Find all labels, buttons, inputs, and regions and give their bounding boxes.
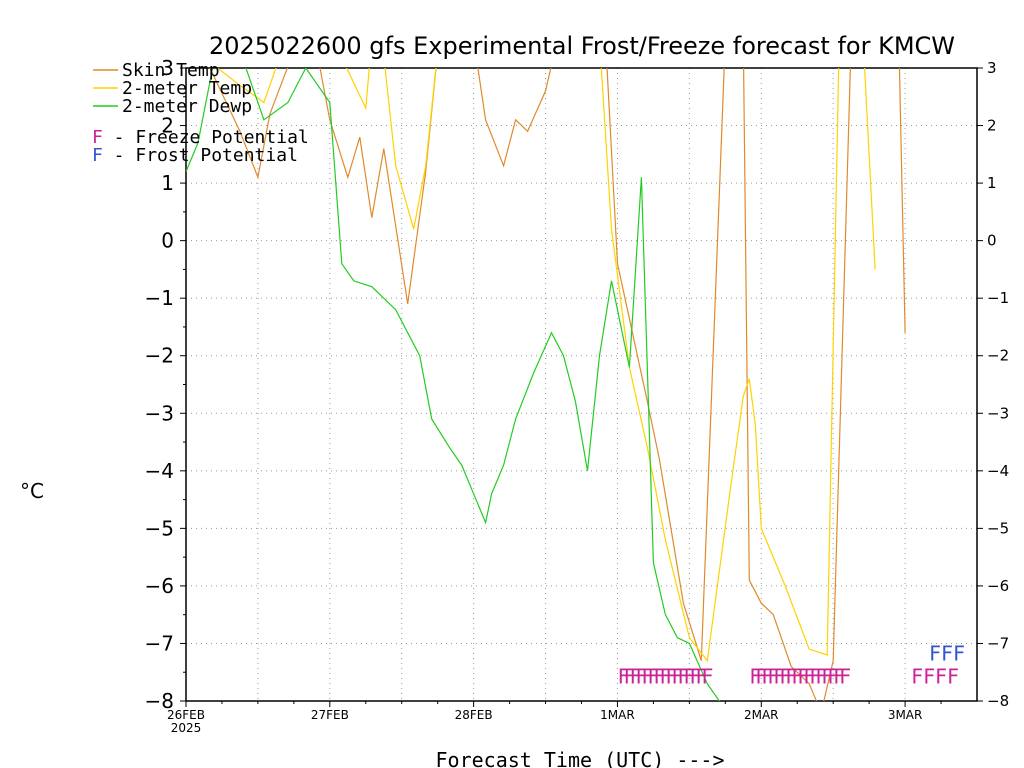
freeze-marker: F <box>785 665 797 689</box>
series-line-skin-temp <box>209 68 906 701</box>
freeze-marker: F <box>827 665 839 689</box>
plot-frame <box>185 67 978 702</box>
freeze-marker: F <box>617 665 629 689</box>
freeze-marker: F <box>833 665 845 689</box>
y-tick-label-right: 0 <box>987 232 997 250</box>
freeze-marker: F <box>761 665 773 689</box>
freeze-marker: F <box>677 665 689 689</box>
y-tick-label: 1 <box>161 171 174 195</box>
potential-legend-glyph: F <box>92 127 103 148</box>
potential-legend-1: F - Frost Potential <box>92 145 298 166</box>
chart-title: 2025022600 gfs Experimental Frost/Freeze… <box>209 32 955 60</box>
freeze-marker: F <box>791 665 803 689</box>
freeze-marker: F <box>689 665 701 689</box>
potential-legend-0: F - Freeze Potential <box>92 127 309 148</box>
freeze-marker: F <box>767 665 779 689</box>
freeze-marker: F <box>797 665 809 689</box>
potential-legend-glyph: F <box>92 145 103 166</box>
y-tick-label: −4 <box>145 459 174 483</box>
y-axis-label: °C <box>20 479 44 503</box>
x-tick-label: 27FEB <box>311 708 349 722</box>
grid-lines <box>186 68 977 701</box>
y-tick-label: −5 <box>145 516 174 540</box>
freeze-marker: F <box>653 665 665 689</box>
x-tick-label: 2MAR <box>744 708 779 722</box>
freeze-marker: F <box>623 665 635 689</box>
y-tick-label-right: 1 <box>987 174 997 192</box>
freeze-marker: F <box>947 665 959 689</box>
y-tick-label: 3 <box>161 56 174 80</box>
y-tick-label: 2 <box>161 114 174 138</box>
x-tick-label: 26FEB <box>167 708 205 722</box>
legend-label-0: Skin Temp <box>122 60 220 81</box>
freeze-marker: F <box>671 665 683 689</box>
freeze-marker: F <box>821 665 833 689</box>
y-tick-label-right: −5 <box>987 519 1009 537</box>
x-tick-label: 28FEB <box>455 708 493 722</box>
legend-label-2: 2-meter Dewp <box>122 96 252 117</box>
freeze-marker: F <box>911 665 923 689</box>
frost-marker: F <box>953 642 965 666</box>
x-tick-label: 1MAR <box>600 708 635 722</box>
potential-legend-text: - Frost Potential <box>103 145 298 166</box>
y-tick-label-right: −2 <box>987 347 1009 365</box>
freeze-marker: F <box>809 665 821 689</box>
y-tick-label-right: −1 <box>987 289 1009 307</box>
freeze-marker: F <box>683 665 695 689</box>
series-line-2-meter-dewp <box>186 68 721 701</box>
y-tick-label-right: 3 <box>987 59 997 77</box>
y-tick-label: −3 <box>145 401 174 425</box>
y-tick-label: −1 <box>145 286 174 310</box>
y-tick-label-right: −4 <box>987 462 1009 480</box>
y-tick-label-right: −7 <box>987 634 1009 652</box>
freeze-marker: F <box>935 665 947 689</box>
frost-marker: F <box>929 642 941 666</box>
x-axis-label: Forecast Time (UTC) ---> <box>436 748 725 768</box>
x-tick-sublabel: 2025 <box>171 721 202 735</box>
freeze-marker: F <box>923 665 935 689</box>
freeze-marker: F <box>701 665 713 689</box>
axes: 3 3 2 2 1 1 0 0 −1 −1 −2 −2 −3 −3 −4 −4 −5 −5 −6 −6 −7 −7 −8 −8… <box>145 56 1010 735</box>
freeze-marker: F <box>659 665 671 689</box>
y-tick-label-right: −6 <box>987 577 1009 595</box>
freeze-marker: F <box>773 665 785 689</box>
freeze-marker: F <box>749 665 761 689</box>
legend-label-1: 2-meter Temp <box>122 78 252 99</box>
y-tick-label-right: 2 <box>987 117 997 135</box>
potential-legend-text: - Freeze Potential <box>103 127 309 148</box>
y-tick-label: −2 <box>145 344 174 368</box>
y-tick-label: −8 <box>145 689 174 713</box>
freeze-marker: F <box>695 665 707 689</box>
series-layer <box>186 68 906 701</box>
freeze-marker: F <box>815 665 827 689</box>
freeze-marker: F <box>755 665 767 689</box>
y-tick-label-right: −8 <box>987 692 1009 710</box>
y-tick-label: −6 <box>145 574 174 598</box>
y-tick-label: −7 <box>145 631 174 655</box>
x-tick-label: 3MAR <box>888 708 923 722</box>
freeze-marker: F <box>665 665 677 689</box>
frost-marker: F <box>941 642 953 666</box>
freeze-marker: F <box>779 665 791 689</box>
y-tick-label: 0 <box>161 229 174 253</box>
series-line-2-meter-temp <box>216 68 876 663</box>
plot-border <box>185 67 978 702</box>
freeze-marker: F <box>803 665 815 689</box>
freeze-marker: F <box>647 665 659 689</box>
freeze-marker: F <box>839 665 851 689</box>
y-tick-label-right: −3 <box>987 404 1009 422</box>
freeze-marker: F <box>629 665 641 689</box>
potential-markers: FFFFFFFFFFFFFFFFFFFFFFFFFFFFFFFFFFFFFFFF <box>617 642 965 689</box>
freeze-marker: F <box>635 665 647 689</box>
freeze-marker: F <box>641 665 653 689</box>
